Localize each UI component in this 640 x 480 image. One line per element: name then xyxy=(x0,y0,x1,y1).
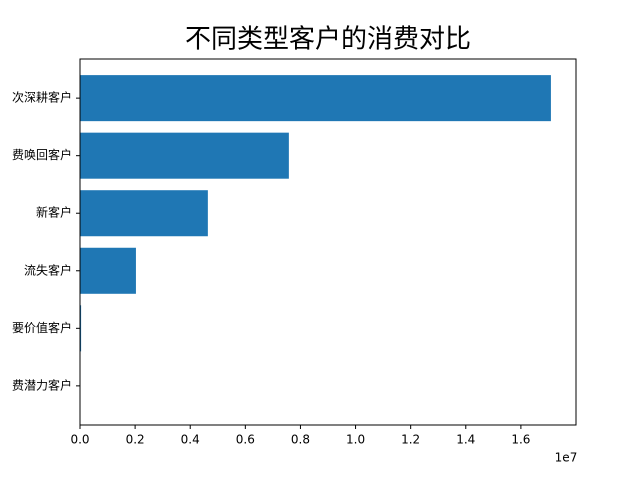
x-tick-label: 0.6 xyxy=(236,433,255,447)
x-tick-label: 1.4 xyxy=(456,433,475,447)
x-tick-label: 1.2 xyxy=(401,433,420,447)
y-tick-label: 次深耕客户 xyxy=(12,90,72,105)
bar xyxy=(80,75,551,122)
x-tick-label: 0.8 xyxy=(291,433,310,447)
x-tick-label: 0.4 xyxy=(181,433,200,447)
chart-title: 不同类型客户的消费对比 xyxy=(185,25,471,55)
bar xyxy=(80,247,136,294)
x-offset-label: 1e7 xyxy=(555,451,578,465)
y-tick-label: 费唤回客户 xyxy=(12,147,72,162)
bar xyxy=(80,305,82,352)
plot-frame xyxy=(79,58,577,426)
x-tick-label: 0.0 xyxy=(70,433,89,447)
bar xyxy=(80,132,289,179)
y-tick-label: 要价值客户 xyxy=(12,320,72,335)
y-tick-label: 费潜力客户 xyxy=(12,377,72,392)
y-tick-label: 新客户 xyxy=(36,205,72,220)
x-tick-label: 1.6 xyxy=(511,433,530,447)
y-tick-label: 流失客户 xyxy=(24,262,72,277)
x-tick-label: 0.2 xyxy=(126,433,145,447)
x-tick-label: 1.0 xyxy=(346,433,365,447)
bar xyxy=(80,190,208,237)
